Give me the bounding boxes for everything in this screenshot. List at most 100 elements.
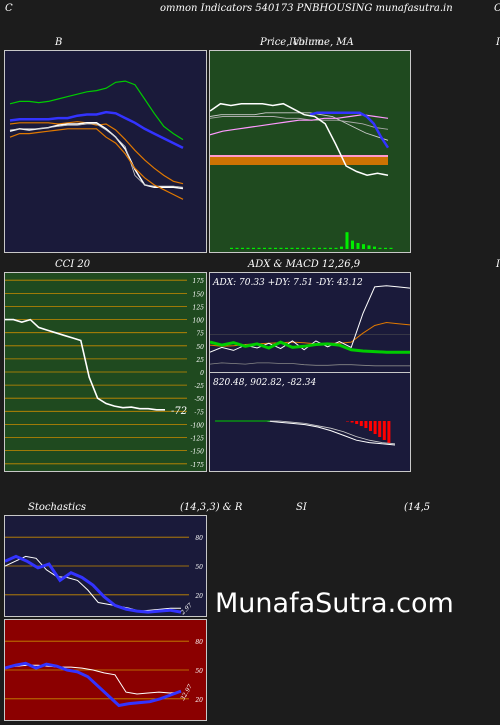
volume-bar [296,247,299,249]
volume-bar [230,247,233,249]
volume-bar [274,247,277,249]
volume-bar [362,244,365,249]
macd-line [215,420,396,446]
cci-tick-label: 75 [196,331,204,338]
adx-panel: ADX: 70.33 +DY: 7.51 -DY: 43.12 [209,272,411,373]
watermark: MunafaSutra.com [215,588,454,619]
macd-histogram-bar [364,421,368,428]
bb-middle-line [9,110,184,150]
price-title: Price, Volume, MA [260,37,354,48]
cci-plot: 175 150 125 100 75 50 25 0 -25 -50 -75 -100 -125 -150… [5,278,205,469]
volume-bar [257,247,261,249]
bb-ma-line [9,121,184,185]
volume-bar [384,247,387,249]
cci-tick-label: 25 [195,357,204,364]
price-ma-line-3 [209,114,389,136]
macd-histogram-bar [355,421,359,424]
macd-readout: 820.48, 902.82, -82.34 [213,378,317,388]
macd-histogram-bar [373,421,377,434]
volume-bar [252,247,255,249]
volume-bar [345,232,349,249]
macd-histogram-bar [359,421,363,426]
volume-bar [307,247,310,249]
volume-bar [373,246,376,249]
volume-bar [340,246,343,249]
adx-plot: ADX: 70.33 +DY: 7.51 -DY: 43.12 [209,278,411,367]
ichimoku-overlay-label: Ichimo [289,37,324,48]
volume-bar [334,247,338,249]
volume-bar [268,247,272,249]
volume-bar [367,245,371,249]
rsi-title: SI [296,502,307,513]
bb-price-shadow-line [9,123,184,188]
price-close-line [209,102,389,176]
rsi-params: (14,5 [404,502,431,513]
rsi-tick-label: 80 [195,639,203,646]
header-right: C [494,3,500,14]
volume-bar [318,247,321,249]
volume-bar [263,247,266,249]
adx-macd-title: ADX & MACD 12,26,9 [248,259,361,270]
cci-tick-label: -175 [191,462,205,469]
stoch-title: Stochastics [28,502,86,513]
bb-lower-line [9,128,184,200]
cci-tick-label: 175 [193,278,205,285]
volume-bar [301,247,305,249]
cci-tick-label: -75 [194,409,204,416]
bb-upper-line [9,80,184,141]
cci-tick-label: 125 [193,305,205,312]
price-ma-band [210,157,388,165]
stochastics-panel: 80 50 20 2.97 [4,515,207,617]
macd-histogram-bar [350,421,354,423]
stoch-tick-label: 50 [195,564,203,571]
bollinger-panel [4,50,207,253]
bb-title: B [55,37,63,48]
cci-tick-label: 150 [193,291,205,298]
volume-bar [241,247,244,249]
macd-histogram-bar [387,421,391,443]
volume-bar [312,247,316,249]
adx-readout: ADX: 70.33 +DY: 7.51 -DY: 43.12 [212,278,363,288]
stoch-d-line [4,555,181,612]
cci-tick-label: -125 [191,436,205,443]
price-panel [209,50,411,253]
volume-bar [329,247,332,249]
cci-tick-label: -25 [194,383,204,390]
stoch-last-value: 2.97 [179,602,194,616]
bollinger-plot [9,80,184,200]
volume-bar [246,247,250,249]
rsi-tick-label: 20 [194,697,203,704]
rsi-last-value: 32.97 [179,683,194,702]
cci-panel: 175 150 125 100 75 50 25 0 -25 -50 -75 -100 -125 -150… [4,272,207,472]
rsi-panel: 80 50 20 32.97 [4,619,207,721]
rsi-signal-line [4,664,182,695]
rsi-line [4,661,182,708]
stoch-params: (14,3,3) & R [180,502,243,513]
cci-tick-label: -150 [191,449,205,456]
volume-bar [378,247,382,249]
price-trend-line [309,111,390,149]
cci-title: CCI 20 [55,259,91,270]
volume-bar [356,243,360,249]
adx-plus-di-line [209,362,410,367]
cci-tick-label: 0 [200,370,204,377]
rsi-tick-label: 50 [195,668,203,675]
price-ma-line-2 [209,116,389,130]
stochastics-plot: 80 50 202.97 [4,535,203,617]
macd-panel: 820.48, 902.82, -82.34 [209,372,411,472]
volume-bar [235,247,239,249]
cci-tick-label: 100 [193,318,205,325]
macd-histogram-bar [369,421,372,431]
cci-tick-label: -100 [191,422,205,429]
volume-bar [323,247,327,249]
page-title: ommon Indicators 540173 PNBHOUSING munaf… [160,3,453,14]
cci-last-value: -72 [171,406,187,417]
macd-plot: 820.48, 902.82, -82.34 [213,378,396,446]
price-pink-band [210,155,388,157]
adx-di-line [209,285,411,353]
volume-bar [279,247,283,249]
right-edge-label-1: I [496,37,500,48]
volume-bar [285,247,288,249]
price-plot [209,102,393,249]
